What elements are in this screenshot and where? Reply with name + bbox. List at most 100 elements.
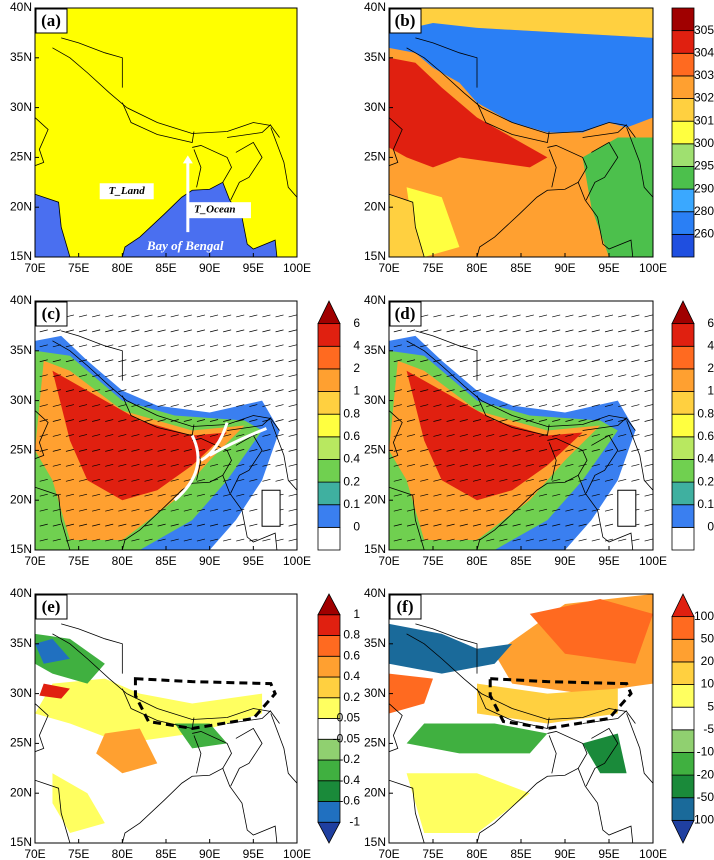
- colorbar-label: 0.4: [343, 669, 360, 683]
- wind-vector: [446, 374, 455, 378]
- colorbar-label: 1: [707, 384, 714, 398]
- wind-vector: [631, 314, 640, 318]
- region-outline: [488, 677, 633, 730]
- wind-vector: [170, 538, 179, 542]
- x-tick-label: 95E: [598, 847, 619, 860]
- wind-vector: [591, 359, 600, 363]
- wind-vector: [486, 434, 495, 437]
- label-box: [188, 202, 251, 219]
- y-tick-label: 20N: [364, 492, 386, 506]
- panel-label: (c): [42, 304, 61, 323]
- x-tick-label: 85E: [510, 554, 531, 568]
- map-panel: (e) 70E 75E 80E 85E 90E 95E 100E 15N 20N 25N 30N 35N…: [10, 586, 360, 860]
- wind-vector: [512, 374, 521, 378]
- wind-vector: [459, 404, 468, 407]
- wind-vector: [420, 389, 429, 392]
- wind-vector: [209, 523, 219, 527]
- wind-vector: [512, 314, 521, 318]
- wind-vector: [406, 493, 416, 497]
- wind-vector: [420, 359, 429, 363]
- x-tick-label: 90E: [199, 847, 220, 860]
- map-layer: [389, 301, 653, 550]
- wind-vector: [565, 478, 574, 482]
- wind-vector: [105, 434, 114, 437]
- wind-vector: [552, 434, 561, 437]
- wind-vector: [472, 419, 482, 422]
- shaded-region: [582, 733, 627, 774]
- colorbar-label: -100: [690, 813, 714, 827]
- wind-vector: [236, 449, 245, 452]
- wind-vector: [157, 538, 166, 542]
- wind-vector: [644, 478, 653, 482]
- wind-vector: [223, 493, 232, 497]
- colorbar-box: [671, 143, 695, 167]
- colorbar-box: [671, 345, 695, 370]
- colorbar-box: [671, 323, 695, 347]
- shaded-region: [389, 673, 433, 714]
- wind-vector: [631, 374, 640, 378]
- colorbar-box: [317, 481, 341, 506]
- wind-vector: [578, 523, 587, 527]
- wind-vector: [144, 374, 153, 378]
- y-tick-label: 30N: [10, 100, 32, 114]
- y-tick-label: 40N: [10, 0, 32, 14]
- wind-vector: [236, 374, 245, 378]
- colorbar-box: [671, 120, 695, 145]
- wind-vector: [486, 404, 495, 407]
- wind-vector: [618, 538, 627, 542]
- wind-vector: [433, 434, 442, 437]
- wind-vector: [144, 508, 153, 512]
- wind-vector: [275, 359, 284, 363]
- wind-vector: [223, 374, 232, 378]
- wind-vector: [512, 389, 521, 392]
- wind-vector: [538, 523, 548, 527]
- y-tick-label: 35N: [10, 636, 32, 650]
- wind-vector: [78, 344, 88, 348]
- wind-vector: [262, 464, 271, 467]
- wind-vector: [472, 449, 482, 452]
- wind-vector: [472, 359, 482, 363]
- wind-vector: [183, 359, 192, 363]
- wind-vector: [538, 389, 548, 392]
- wind-vector: [170, 508, 179, 512]
- wind-vector: [420, 449, 429, 452]
- wind-vector: [618, 374, 627, 378]
- shaded-region: [477, 683, 618, 724]
- wind-vector: [604, 523, 614, 527]
- border: [270, 713, 297, 784]
- wind-vector: [52, 374, 61, 378]
- colorbar-box: [671, 638, 695, 663]
- wind-vector: [118, 493, 127, 497]
- wind-vector: [499, 374, 508, 378]
- shaded-region: [389, 22, 653, 133]
- wind-vector: [288, 329, 297, 333]
- wind-vector: [105, 389, 114, 392]
- colorbar-label: 0.2: [343, 690, 360, 704]
- colorbar-label: 1: [353, 607, 360, 621]
- coastline: [121, 767, 278, 843]
- wind-vector: [209, 538, 219, 542]
- wind-vector: [420, 478, 429, 482]
- wind-vector: [223, 389, 232, 392]
- shaded-region: [406, 370, 583, 501]
- wind-vector: [618, 419, 627, 422]
- y-tick-label: 15N: [364, 542, 386, 556]
- wind-vector: [65, 508, 75, 512]
- wind-vector: [591, 464, 600, 467]
- wind-vector: [39, 538, 48, 542]
- x-tick-label: 70E: [378, 261, 399, 275]
- colorbar-box: [317, 413, 341, 438]
- wind-vector: [105, 314, 114, 318]
- wind-vector: [262, 359, 271, 363]
- wind-vector: [105, 523, 114, 527]
- wind-vector: [618, 449, 627, 452]
- wind-vector: [525, 508, 534, 512]
- border: [230, 727, 263, 787]
- coastline: [476, 181, 634, 257]
- wind-vector: [446, 344, 455, 348]
- wind-vector: [105, 359, 114, 363]
- x-tick-label: 75E: [68, 847, 89, 860]
- wind-vector: [209, 374, 219, 378]
- wind-vector: [446, 493, 455, 497]
- ocean: [389, 194, 425, 257]
